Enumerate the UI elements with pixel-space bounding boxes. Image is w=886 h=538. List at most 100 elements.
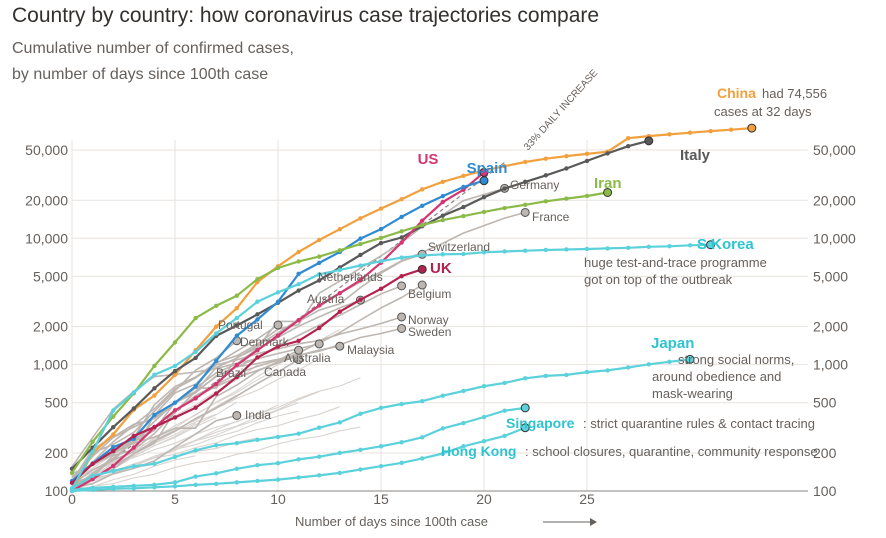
data-point-china [626,135,631,141]
data-point-us [111,463,116,469]
data-point-singapore [461,420,466,426]
data-point-japan [255,437,260,443]
y-tick-label-left: 20,000 [25,192,68,208]
data-point-uk [399,273,404,279]
series-line-switzerland [71,253,423,482]
series-line-brazil [71,340,238,481]
data-point-hong-kong [111,486,116,492]
data-point-uk [275,344,281,349]
data-point-italy [502,186,507,191]
data-point-china [111,432,116,437]
data-point-s-korea [172,363,178,369]
data-point-us [440,199,445,205]
data-point-us [399,240,404,245]
y-tick-label-right: 100 [813,483,837,499]
data-point-hong-kong [440,451,445,456]
data-point-us [214,381,219,387]
data-point-italy [481,194,487,200]
end-marker-china [747,123,757,133]
data-point-italy [440,213,445,218]
data-point-iran [502,205,507,211]
data-point-us [90,476,95,482]
label-spain: Spain [467,160,508,177]
label-netherlands: Netherlands [318,270,383,284]
data-point-hong-kong [358,467,363,472]
data-point-us [255,348,260,353]
data-point-singapore [502,408,507,413]
data-point-italy [461,204,466,210]
label-austria: Austria [307,292,345,306]
data-point-italy [584,158,590,164]
data-point-italy [378,240,384,246]
data-point-singapore [378,444,384,449]
note-s-korea-1: huge test-and-trace programme [584,255,767,270]
data-point-japan [296,431,301,436]
data-point-s-korea [481,250,487,255]
data-point-china [172,372,178,378]
label-india: India [245,408,271,422]
x-tick-label: 0 [68,491,76,507]
series-hong-kong [69,423,530,494]
y-tick-label-left: 500 [45,395,69,411]
data-point-japan [420,398,425,404]
data-point-s-korea [605,246,610,251]
data-point-italy [255,312,260,317]
data-point-us [337,290,342,296]
data-point-iran [440,217,445,223]
data-point-italy [111,424,116,430]
data-point-hong-kong [69,488,75,494]
label-italy: Italy [680,147,711,164]
note-japan-2: around obedience and [652,369,781,384]
data-point-iran [337,248,342,253]
data-point-hong-kong [378,464,384,469]
label-france: France [532,210,570,224]
data-point-singapore [255,463,260,468]
series-line-portugal [71,324,279,486]
data-point-china [502,164,507,169]
data-point-china [296,249,301,255]
y-tick-label-right: 1,000 [813,357,848,373]
y-tick-label-right: 200 [813,445,837,461]
label-uk: UK [430,260,452,277]
data-point-china [729,127,734,132]
note-china-2: cases at 32 days [714,104,812,119]
y-tick-label-right: 10,000 [813,230,856,246]
data-point-japan [172,454,178,460]
label-australia: Australia [284,351,331,365]
data-point-china [399,196,404,202]
note-hong-kong: : school closures, quarantine, community… [525,444,818,459]
x-tick-label: 5 [171,491,179,507]
data-point-iran [234,293,239,298]
end-marker-hong-kong [520,423,530,433]
data-point-japan [152,461,157,467]
data-point-hong-kong [337,470,342,476]
label-norway: Norway [408,313,449,327]
data-point-china [440,179,445,185]
data-point-s-korea [111,408,116,413]
data-point-china [358,216,363,221]
label-singapore: Singapore [506,415,575,431]
data-point-singapore [481,414,487,420]
data-point-s-korea [131,390,136,395]
data-point-us [420,218,425,223]
note-japan-3: mask-wearing [652,386,733,401]
data-point-spain [399,214,404,220]
x-axis-arrow-head [590,518,597,526]
data-point-uk [378,286,384,292]
data-point-s-korea [358,263,363,268]
data-point-singapore [275,460,281,466]
data-point-japan [584,369,590,375]
data-point-iran [255,276,260,282]
data-point-italy [234,323,239,328]
note-s-korea-2: got on top of the outbreak [584,272,733,287]
data-point-singapore [214,471,219,476]
end-marker-italy [644,136,654,146]
data-point-singapore [172,480,178,485]
data-point-italy [358,252,363,258]
data-point-s-korea [214,331,219,336]
data-point-italy [564,166,569,171]
data-point-china [461,173,466,179]
data-point-s-korea [193,349,198,355]
y-tick-label-left: 10,000 [25,230,68,246]
